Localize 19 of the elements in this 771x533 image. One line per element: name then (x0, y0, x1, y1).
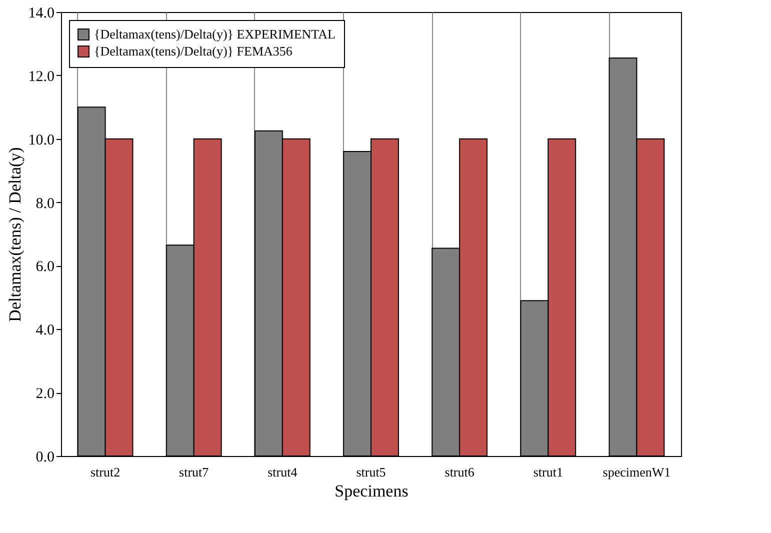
y-tick-label: 2.0 (36, 386, 54, 402)
x-tick-label: strut1 (533, 464, 563, 480)
x-tick-label: strut4 (268, 464, 298, 480)
x-tick-label: specimenW1 (602, 464, 671, 480)
x-tick-label: strut5 (356, 464, 386, 480)
y-tick-label: 0.0 (36, 450, 54, 466)
legend-label: {Deltamax(tens)/Delta(y)} EXPERIMENTAL (94, 26, 336, 42)
y-tick-label: 8.0 (36, 196, 54, 212)
x-tick-label: strut2 (90, 464, 120, 480)
y-axis-title: Deltamax(tens) / Delta(y) (5, 147, 24, 322)
y-tick-label: 4.0 (36, 322, 54, 339)
legend-label: {Deltamax(tens)/Delta(y)} FEMA356 (94, 44, 293, 58)
x-tick-label: strut7 (179, 464, 210, 480)
y-tick-label: 12.0 (28, 68, 54, 85)
y-tick-label: 6.0 (36, 259, 54, 276)
y-tick-label: 10.0 (28, 132, 54, 148)
x-axis-title: Specimens (334, 482, 408, 500)
y-tick-label: 14.0 (28, 6, 54, 22)
x-tick-label: strut6 (444, 464, 475, 480)
